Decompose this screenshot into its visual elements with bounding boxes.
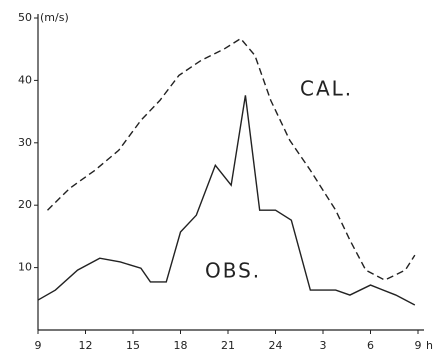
x-tick-label: 6: [367, 339, 374, 352]
y-tick-label: 40: [18, 73, 32, 86]
x-tick-label: 9: [415, 339, 422, 352]
series-label: OBS.: [205, 259, 261, 283]
x-tick-label: 15: [126, 339, 140, 352]
y-tick-label: 30: [18, 136, 32, 149]
x-axis-label: h: [426, 339, 433, 352]
x-tick-label: 21: [221, 339, 235, 352]
y-axis-label: (m/s): [40, 11, 69, 24]
x-tick-label: 3: [320, 339, 327, 352]
x-tick-label: 18: [174, 339, 188, 352]
series-line: [37, 95, 416, 306]
y-tick-label: 50: [18, 11, 32, 24]
y-tick-label: 10: [18, 261, 32, 274]
x-tick-label: 12: [79, 339, 93, 352]
series-line: [47, 37, 416, 281]
series-label: CAL.: [300, 77, 353, 101]
y-tick-label: 20: [18, 198, 32, 211]
x-tick-label: 9: [35, 339, 42, 352]
x-tick-label: 24: [269, 339, 283, 352]
